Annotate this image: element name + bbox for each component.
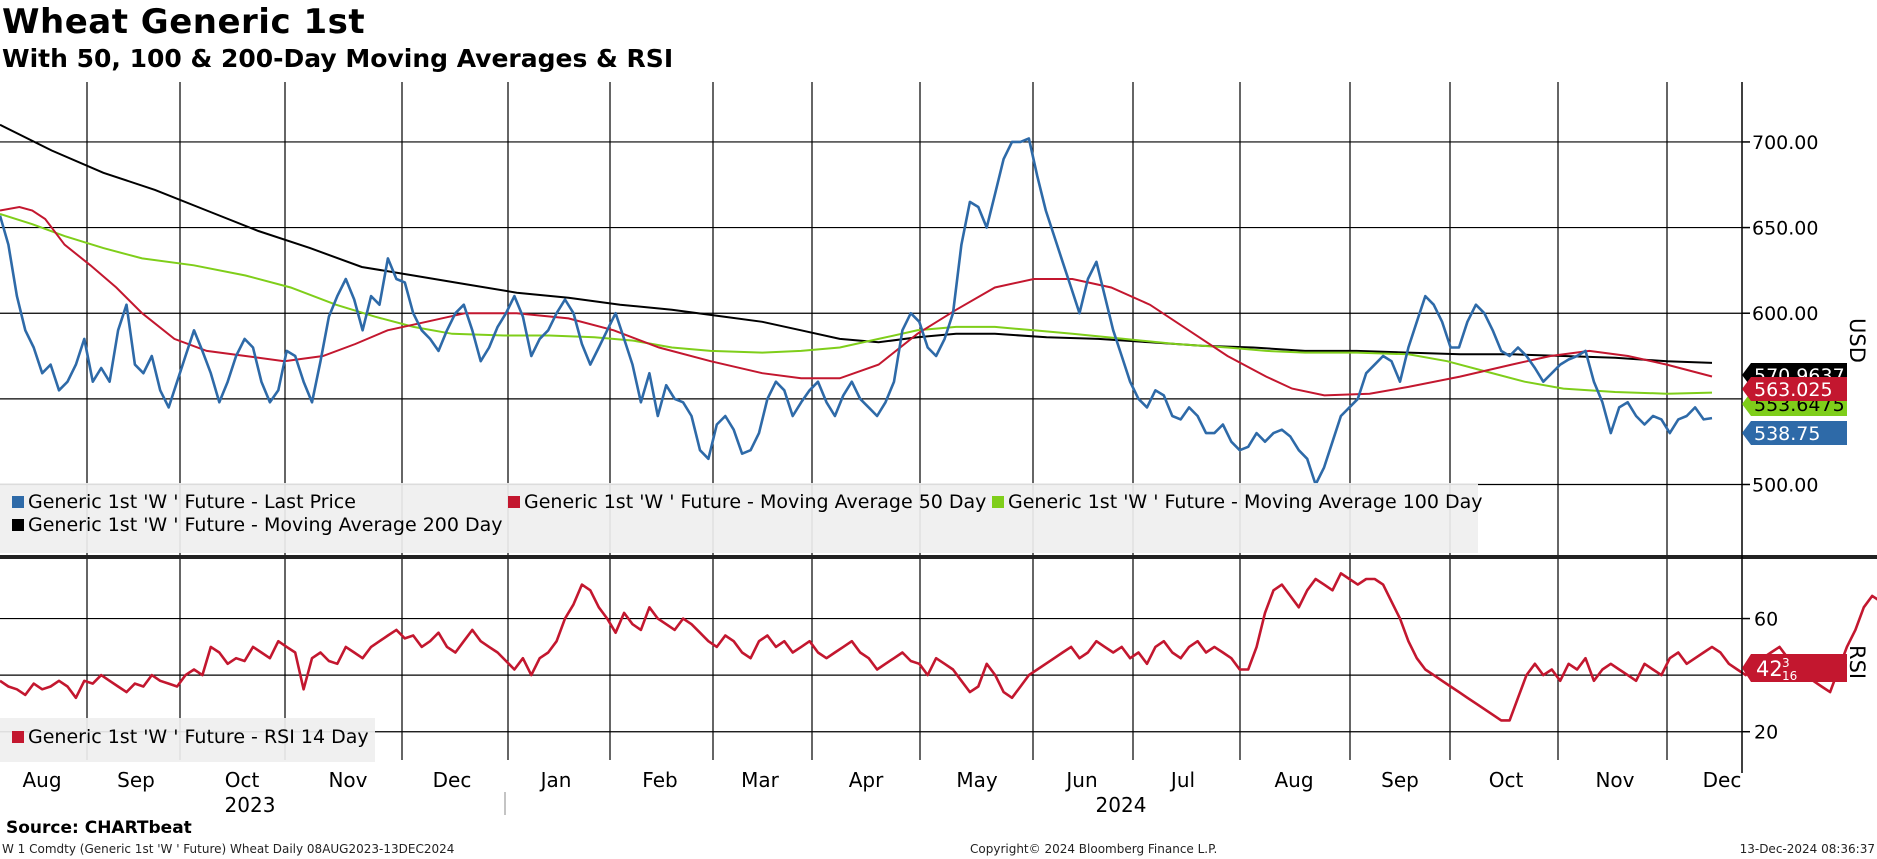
chart-subtitle: With 50, 100 & 200-Day Moving Averages &… — [2, 44, 674, 73]
axes: 700.00 650.00 600.00 500.00 USD 60 20 RSI Aug Sep… — [0, 82, 1877, 817]
price-legend-box — [0, 483, 1478, 553]
ma50-value-tag-text: 563.025 — [1754, 379, 1833, 401]
ma50-line — [0, 205, 1713, 397]
ma200-line — [0, 123, 1713, 364]
x-month-label: Feb — [642, 768, 677, 792]
legend-swatch-0 — [12, 496, 24, 508]
footer-copyright: Copyright© 2024 Bloomberg Finance L.P. — [970, 842, 1218, 856]
x-month-label: Jun — [1064, 768, 1097, 792]
rsi-value-tag-bg — [1742, 654, 1847, 682]
x-month-label: Aug — [1274, 768, 1313, 792]
price-line — [0, 137, 1713, 486]
legend-label-0: Generic 1st 'W ' Future - Last Price — [28, 491, 356, 513]
x-month-label: Sep — [117, 768, 155, 792]
price-panel — [0, 123, 1713, 486]
legend-label-3: Generic 1st 'W ' Future - Moving Average… — [28, 514, 503, 536]
x-month-label: Aug — [22, 768, 61, 792]
legend: Generic 1st 'W ' Future - Last Price Gene… — [0, 483, 1483, 762]
price-value-tag-text: 538.75 — [1754, 423, 1820, 445]
rsi-axis-label: RSI — [1845, 645, 1869, 679]
price-value-tag-bg — [1742, 421, 1847, 445]
x-month-label: Nov — [328, 768, 367, 792]
rsi-value-tag-text: 42 — [1756, 657, 1783, 681]
grid — [0, 82, 1742, 760]
rsi-legend-box — [0, 718, 375, 762]
rsi-legend-swatch — [12, 731, 24, 743]
x-year-label: 2023 — [225, 793, 276, 817]
x-month-label: Oct — [1489, 768, 1524, 792]
legend-label-2: Generic 1st 'W ' Future - Moving Average… — [1008, 491, 1483, 513]
x-month-label: May — [956, 768, 998, 792]
rsi-legend-label: Generic 1st 'W ' Future - RSI 14 Day — [28, 726, 369, 748]
rsi-tick-label: 60 — [1754, 609, 1778, 631]
x-month-label: Dec — [433, 768, 472, 792]
legend-label-1: Generic 1st 'W ' Future - Moving Average… — [524, 491, 986, 513]
ma50-value-tag-bg — [1742, 377, 1847, 401]
x-month-label: Sep — [1381, 768, 1419, 792]
x-month-label: Mar — [741, 768, 780, 792]
rsi-value-tag-denominator: 16 — [1782, 669, 1797, 683]
price-axis-label: USD — [1845, 318, 1869, 363]
x-month-label: Apr — [849, 768, 884, 792]
legend-swatch-1 — [508, 496, 520, 508]
panel-separator — [0, 555, 1877, 559]
x-year-label: 2024 — [1096, 793, 1147, 817]
x-month-label: Jul — [1169, 768, 1195, 792]
ma100-line — [0, 212, 1713, 395]
source-note: Source: CHARTbeat — [6, 818, 192, 838]
rsi-value-tag-numerator: 3 — [1782, 656, 1790, 670]
rsi-panel — [0, 572, 1877, 722]
legend-swatch-2 — [992, 496, 1004, 508]
x-month-label: Dec — [1703, 768, 1742, 792]
rsi-tick-label: 20 — [1754, 722, 1778, 744]
legend-swatch-3 — [12, 519, 24, 531]
footer-ticker: W 1 Comdty (Generic 1st 'W ' Future) Whe… — [2, 842, 455, 856]
x-month-label: Jan — [539, 768, 572, 792]
price-tick-label: 650.00 — [1752, 218, 1818, 240]
x-month-label: Oct — [225, 768, 260, 792]
footer-timestamp: 13-Dec-2024 08:36:37 — [1739, 842, 1875, 856]
chart-title: Wheat Generic 1st — [2, 2, 366, 42]
x-month-label: Nov — [1595, 768, 1634, 792]
price-tick-label: 500.00 — [1752, 474, 1818, 496]
price-tick-label: 700.00 — [1752, 132, 1818, 154]
price-tick-label: 600.00 — [1752, 303, 1818, 325]
rsi-line — [0, 572, 1877, 722]
